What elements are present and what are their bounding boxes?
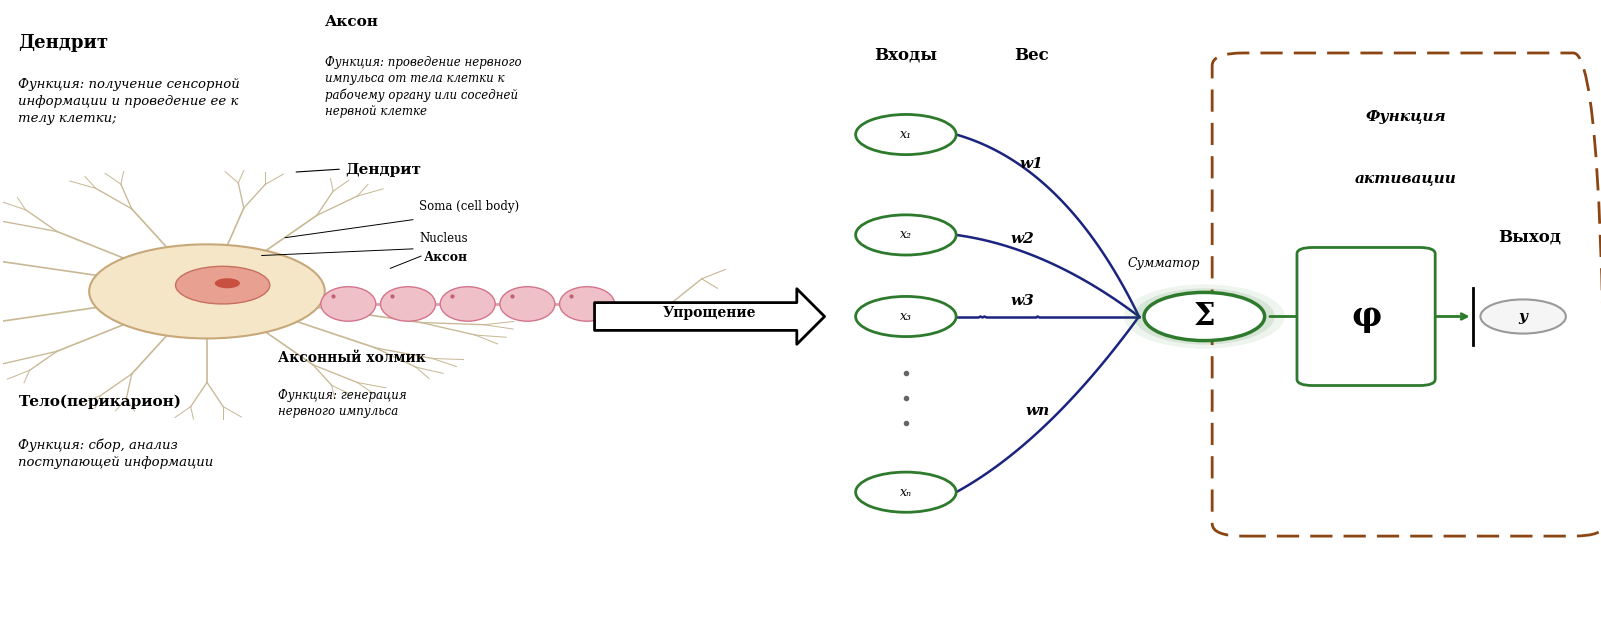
- Text: Выход: Выход: [1499, 229, 1561, 246]
- Ellipse shape: [381, 287, 435, 321]
- Circle shape: [176, 266, 271, 304]
- Ellipse shape: [500, 287, 556, 321]
- Text: xₙ: xₙ: [900, 486, 913, 499]
- Text: Функция: Функция: [1366, 110, 1446, 123]
- Circle shape: [215, 279, 240, 288]
- Text: Nucleus: Nucleus: [419, 232, 467, 245]
- Text: w2: w2: [1010, 232, 1034, 246]
- Text: Функция: генерация
нервного импульса: Функция: генерация нервного импульса: [277, 389, 407, 418]
- Text: wn: wn: [1026, 404, 1050, 418]
- Text: Сумматор: Сумматор: [1127, 257, 1199, 270]
- Ellipse shape: [560, 287, 615, 321]
- Text: Аксонный холмик: Аксонный холмик: [277, 351, 426, 365]
- Text: Soma (cell body): Soma (cell body): [419, 201, 519, 213]
- Text: Функция: получение сенсорной
информации и проведение ее к
телу клетки;: Функция: получение сенсорной информации …: [19, 78, 240, 125]
- Circle shape: [855, 472, 956, 512]
- Text: Σ: Σ: [1194, 301, 1215, 332]
- Text: Аксон: Аксон: [325, 15, 378, 29]
- Text: активации: активации: [1354, 172, 1457, 186]
- Text: Дендрит: Дендрит: [346, 163, 421, 177]
- Circle shape: [1481, 299, 1566, 334]
- Text: x₂: x₂: [900, 229, 913, 241]
- Text: Дендрит: Дендрит: [19, 34, 109, 52]
- FancyArrowPatch shape: [594, 289, 825, 344]
- Text: y: y: [1519, 310, 1527, 323]
- Text: φ: φ: [1351, 300, 1382, 333]
- Text: w3: w3: [1010, 294, 1034, 308]
- Text: Функция: сбор, анализ
поступающей информации: Функция: сбор, анализ поступающей информ…: [19, 439, 215, 469]
- Circle shape: [855, 115, 956, 154]
- Circle shape: [1124, 284, 1284, 349]
- Circle shape: [90, 244, 325, 339]
- Text: Упрощение: Упрощение: [663, 306, 756, 320]
- Text: x₃: x₃: [900, 310, 913, 323]
- Ellipse shape: [320, 287, 376, 321]
- Text: Входы: Входы: [874, 47, 938, 64]
- Ellipse shape: [440, 287, 495, 321]
- Text: Функция: проведение нервного
импульса от тела клетки к
рабочему органу или сосед: Функция: проведение нервного импульса от…: [325, 56, 522, 118]
- Circle shape: [855, 296, 956, 337]
- Text: Аксон: Аксон: [424, 251, 467, 263]
- Text: w1: w1: [1020, 157, 1042, 171]
- Circle shape: [1145, 292, 1265, 341]
- Circle shape: [855, 215, 956, 255]
- FancyBboxPatch shape: [1297, 248, 1434, 385]
- Text: Тело(перикарион): Тело(перикарион): [19, 395, 181, 410]
- Text: Вес: Вес: [1013, 47, 1049, 64]
- Text: x₁: x₁: [900, 128, 913, 141]
- Circle shape: [1134, 289, 1274, 344]
